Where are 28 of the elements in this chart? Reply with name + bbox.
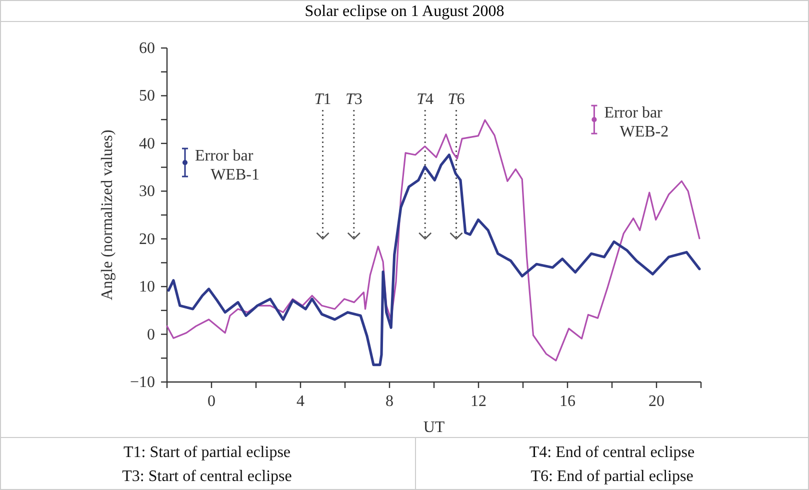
y-tick-label: −10 — [130, 374, 155, 391]
y-tick-label: 0 — [147, 326, 155, 344]
legend-label: Error bar WEB-1 — [195, 148, 260, 184]
ref-line-label: T6 — [448, 91, 465, 108]
x-tick-label: 0 — [208, 393, 216, 410]
y-tick-label: 20 — [139, 230, 155, 248]
ref-line-label: T1 — [314, 91, 332, 108]
x-tick-label: 8 — [386, 393, 394, 410]
y-tick-label: 30 — [139, 183, 155, 200]
text: T3: Start of central eclipse — [122, 468, 292, 485]
x-tick-label: 4 — [296, 393, 304, 410]
text: T6: End of partial eclipse — [530, 468, 694, 485]
chart-title: Solar eclipse on 1 August 2008 — [304, 3, 504, 20]
y-tick-label: 40 — [139, 135, 155, 152]
text: T1: Start of partial eclipse — [123, 444, 291, 461]
y-tick-label: 60 — [139, 40, 155, 57]
x-tick-label: 20 — [648, 393, 664, 410]
x-axis-title: UT — [423, 419, 445, 436]
text: T4: End of central eclipse — [529, 444, 695, 461]
y-axis-title: Angle (normalized values) — [99, 130, 116, 300]
y-tick-label: 50 — [139, 88, 155, 105]
y-tick-label: 10 — [139, 278, 155, 296]
legend-label: Error bar WEB-2 — [604, 104, 669, 141]
ref-line-label: T3 — [345, 91, 362, 108]
line-series — [166, 119, 700, 362]
x-tick-label: 12 — [470, 393, 486, 410]
x-tick-label: 16 — [560, 393, 576, 410]
ref-line-label: T4 — [416, 91, 434, 108]
